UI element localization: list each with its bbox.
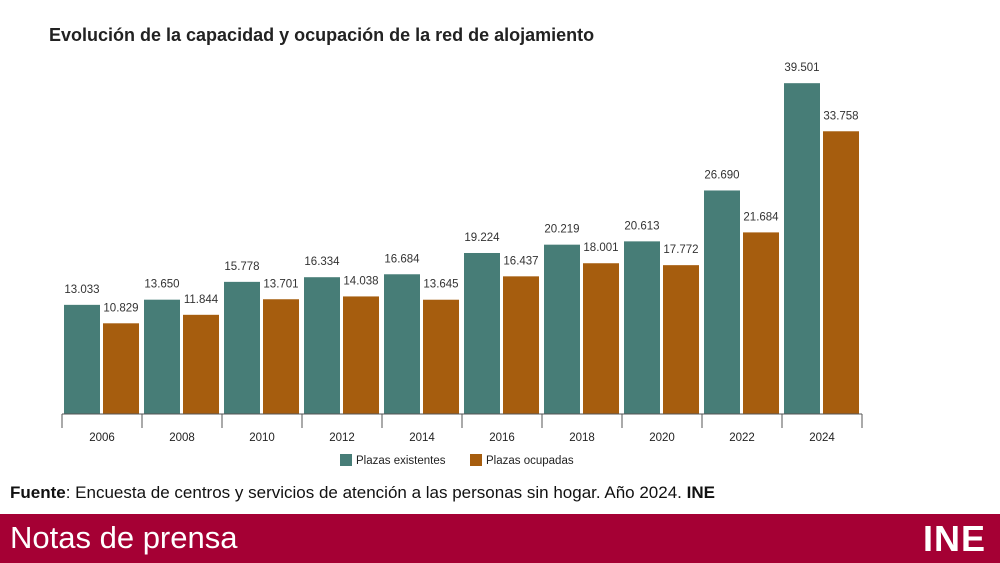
ine-logo: INE [922,518,986,559]
data-label-ocupadas-2008: 11.844 [184,294,219,306]
source-note: Fuente: Encuesta de centros y servicios … [10,483,715,503]
data-label-ocupadas-2016: 16.437 [503,255,538,267]
x-tick-label-2024: 2024 [809,432,835,444]
legend-label-existentes: Plazas existentes [356,455,446,467]
data-label-ocupadas-2020: 17.772 [663,244,698,256]
footer-title: Notas de prensa [10,520,238,555]
bar-ocupadas-2010 [263,299,299,414]
x-tick-label-2008: 2008 [169,432,195,444]
bar-existentes-2016 [464,252,500,414]
bar-existentes-2010 [224,281,260,414]
bar-ocupadas-2018 [583,263,619,414]
bar-existentes-2006 [64,304,100,414]
x-tick-label-2014: 2014 [409,432,435,444]
bar-existentes-2008 [144,299,180,414]
footer-bar: Notas de prensa INE [0,514,1000,563]
bar-existentes-2022 [704,190,740,414]
data-label-existentes-2010: 15.778 [224,261,259,273]
bar-existentes-2020 [624,241,660,414]
data-label-ocupadas-2010: 13.701 [263,278,298,290]
x-tick-label-2018: 2018 [569,432,595,444]
bar-ocupadas-2024 [823,131,859,415]
data-label-ocupadas-2022: 21.684 [743,211,779,223]
source-label: Fuente [10,483,66,502]
bar-existentes-2012 [304,277,340,414]
data-label-ocupadas-2012: 14.038 [343,275,378,287]
bar-ocupadas-2014 [423,299,459,414]
source-text: : Encuesta de centros y servicios de ate… [65,483,687,502]
x-tick-label-2016: 2016 [489,432,515,444]
data-label-existentes-2016: 19.224 [464,232,500,244]
x-tick-label-2006: 2006 [89,432,115,444]
bar-existentes-2018 [544,244,580,414]
bar-existentes-2024 [784,83,820,414]
data-label-ocupadas-2018: 18.001 [583,242,618,254]
legend-label-ocupadas: Plazas ocupadas [486,455,574,467]
bar-ocupadas-2006 [103,323,139,414]
bar-ocupadas-2020 [663,265,699,414]
data-label-existentes-2018: 20.219 [544,224,579,236]
bar-ocupadas-2008 [183,314,219,414]
chart-title: Evolución de la capacidad y ocupación de… [49,25,595,45]
bar-ocupadas-2022 [743,232,779,414]
x-tick-label-2020: 2020 [649,432,675,444]
x-tick-label-2012: 2012 [329,432,355,444]
data-label-existentes-2014: 16.684 [384,253,420,265]
data-label-existentes-2022: 26.690 [704,169,739,181]
data-label-existentes-2008: 13.650 [144,279,179,291]
x-tick-label-2010: 2010 [249,432,275,444]
bar-existentes-2014 [384,274,420,414]
data-label-existentes-2012: 16.334 [304,256,340,268]
bar-ocupadas-2012 [343,296,379,414]
x-tick-label-2022: 2022 [729,432,755,444]
bar-chart: 13.033 10.829 2006 13.650 11.844 2008 15.778 13… [61,62,863,467]
data-label-existentes-2006: 13.033 [64,284,99,296]
source-org: INE [686,483,715,502]
legend-swatch-ocupadas [470,454,482,466]
data-label-ocupadas-2006: 10.829 [103,302,138,314]
data-label-ocupadas-2014: 13.645 [423,279,458,291]
data-label-existentes-2024: 39.501 [784,62,819,74]
data-label-existentes-2020: 20.613 [624,220,659,232]
data-label-ocupadas-2024: 33.758 [823,110,858,122]
bar-ocupadas-2016 [503,276,539,414]
legend-swatch-existentes [340,454,352,466]
